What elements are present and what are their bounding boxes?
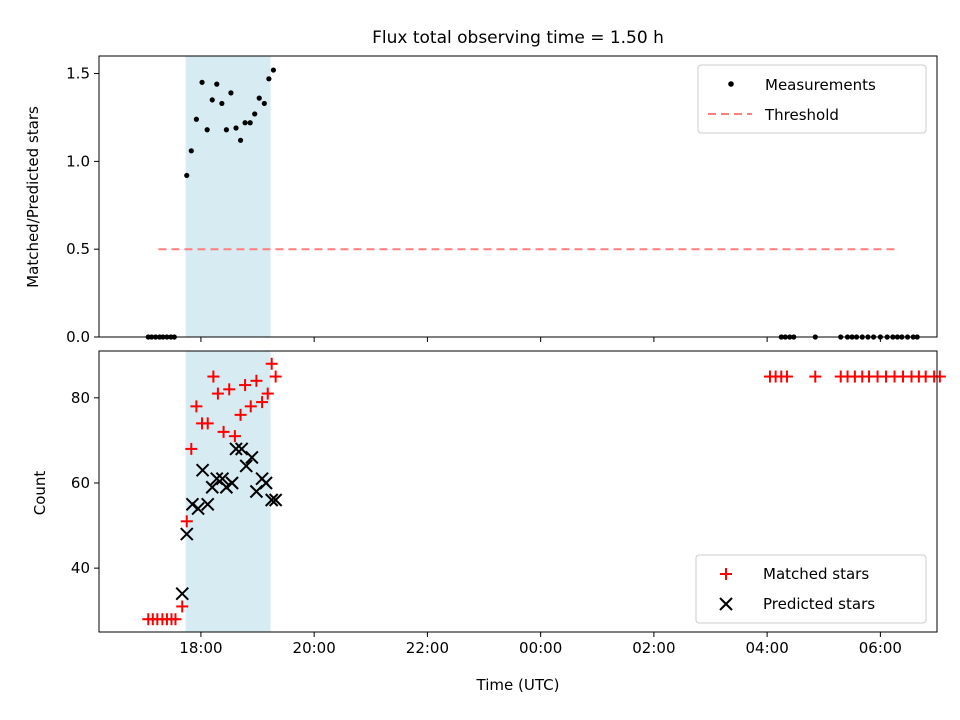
matched-star-point — [228, 430, 241, 443]
top-legend: Measurements Threshold — [697, 64, 927, 134]
xtick-label: 00:00 — [519, 639, 562, 657]
measurement-point — [228, 90, 234, 96]
predicted-star-point — [264, 493, 279, 507]
bottom-panel: 40 60 80 18:00 20:00 22:00 00:00 02:00 04:00 06:0… — [31, 350, 946, 694]
predicted-star-point — [201, 497, 215, 511]
measurement-point — [223, 127, 229, 133]
matched-star-point — [217, 425, 230, 438]
measurement-point — [188, 148, 194, 154]
xtick-label: 18:00 — [179, 639, 222, 657]
predicted-star-point — [239, 459, 253, 473]
xtick-label: 02:00 — [632, 639, 675, 657]
shaded-span-bottom — [185, 351, 271, 632]
ytick-label: 1.0 — [66, 152, 90, 170]
top-panel-frame — [98, 55, 938, 338]
predicted-star-point — [180, 527, 194, 541]
measurement-point — [204, 127, 210, 133]
predicted-star-point — [225, 476, 239, 490]
measurement-point — [184, 172, 190, 179]
matched-star-point — [207, 370, 220, 383]
predicted-star-point — [245, 450, 259, 465]
measurement-point — [252, 111, 258, 117]
legend-threshold-label: Threshold — [764, 106, 839, 124]
matched-star-point — [223, 383, 236, 396]
matched-star-point — [269, 370, 282, 383]
measurement-point — [266, 76, 272, 82]
matched-star-point — [180, 515, 193, 528]
matched-star-point — [169, 613, 182, 626]
measurement-point — [209, 97, 215, 103]
matched-star-point — [190, 400, 203, 413]
measurement-point — [242, 120, 248, 126]
predicted-star-point — [234, 442, 249, 456]
top-legend-box — [697, 64, 927, 134]
legend-predicted-marker — [719, 597, 733, 611]
measurement-point — [219, 100, 225, 107]
xtick-label: 06:00 — [859, 639, 902, 657]
measurement-point — [199, 79, 205, 85]
matched-star-point — [809, 370, 822, 383]
legend-matched-label: Matched stars — [763, 565, 869, 583]
measurement-point — [233, 125, 239, 131]
bottom-ylabel: Count — [31, 471, 49, 516]
ytick-label: 60 — [71, 474, 90, 492]
matched-star-point — [780, 370, 793, 383]
top-ylabel: Matched/Predicted stars — [24, 106, 42, 288]
matched-star-point — [244, 400, 257, 413]
predicted-star-point — [195, 463, 210, 477]
legend-measurements-label: Measurements — [765, 76, 876, 94]
bottom-legend-box — [695, 554, 927, 624]
measurement-point — [193, 116, 199, 122]
measurement-point — [261, 100, 267, 107]
ytick-label: 40 — [71, 559, 90, 577]
predicted-star-point — [205, 480, 219, 494]
matched-star-point — [211, 387, 224, 400]
bottom-panel-frame — [98, 350, 938, 633]
measurement-point — [237, 137, 244, 143]
matched-star-point — [261, 387, 274, 400]
matched-star-point — [201, 417, 214, 430]
ytick-label: 80 — [71, 389, 90, 407]
predicted-star-point — [268, 493, 283, 507]
legend-predicted-label: Predicted stars — [763, 595, 875, 613]
predicted-star-point — [259, 476, 273, 490]
bottom-legend: Matched stars Predicted stars — [695, 554, 927, 624]
predicted-star-point — [215, 472, 230, 486]
predicted-star-point — [191, 501, 205, 516]
matched-star-point — [234, 408, 247, 421]
matched-star-point — [176, 600, 189, 613]
matched-star-point — [239, 379, 252, 392]
matched-star-point — [185, 442, 198, 455]
bottom-xlabel: Time (UTC) — [476, 676, 560, 694]
matched-star-point — [250, 374, 263, 387]
xtick-label: 04:00 — [746, 639, 789, 657]
legend-measurements-marker — [728, 81, 734, 87]
xtick-label: 22:00 — [406, 639, 449, 657]
matched-star-point — [265, 357, 278, 370]
chart-title: Flux total observing time = 1.50 h — [372, 28, 664, 48]
predicted-star-point — [175, 586, 189, 601]
matched-star-point — [256, 396, 269, 409]
measurement-point — [256, 95, 262, 101]
xtick-label: 20:00 — [293, 639, 336, 657]
measurement-point — [270, 67, 276, 73]
ytick-label: 0.5 — [66, 240, 90, 258]
legend-matched-marker — [720, 568, 732, 580]
ytick-label: 1.5 — [66, 65, 90, 83]
shaded-span-top — [185, 56, 271, 337]
top-panel: 0.0 0.5 1.0 1.5 Matched/Predicted stars Mea… — [24, 55, 938, 346]
matched-star-point — [933, 370, 946, 383]
measurement-point — [214, 81, 220, 87]
ytick-label: 0.0 — [66, 328, 90, 346]
predicted-star-point — [229, 442, 243, 456]
measurement-point — [247, 120, 253, 126]
